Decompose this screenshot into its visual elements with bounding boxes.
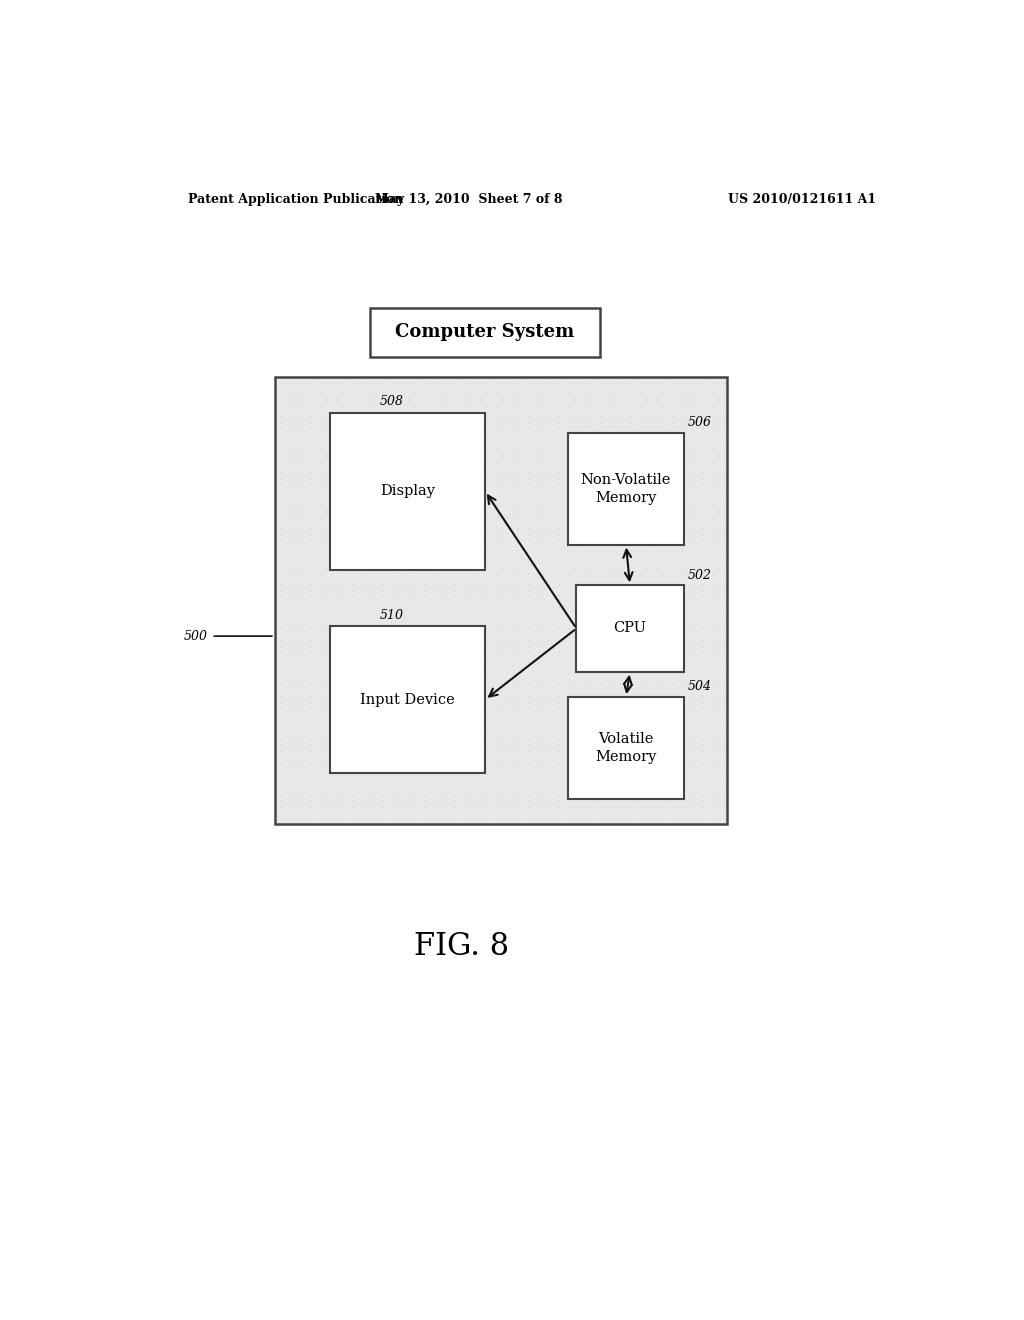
Text: Patent Application Publication: Patent Application Publication bbox=[187, 193, 403, 206]
Bar bbox=[370, 308, 600, 356]
Text: 500: 500 bbox=[183, 630, 207, 643]
Text: 502: 502 bbox=[687, 569, 712, 582]
Text: Computer System: Computer System bbox=[395, 323, 574, 341]
Text: US 2010/0121611 A1: US 2010/0121611 A1 bbox=[728, 193, 877, 206]
Bar bbox=[331, 413, 485, 570]
Text: May 13, 2010  Sheet 7 of 8: May 13, 2010 Sheet 7 of 8 bbox=[376, 193, 563, 206]
Text: CPU: CPU bbox=[613, 622, 646, 635]
Bar bbox=[274, 378, 727, 824]
Text: Volatile
Memory: Volatile Memory bbox=[595, 731, 656, 764]
Text: 504: 504 bbox=[687, 680, 712, 693]
Bar bbox=[577, 585, 684, 672]
Text: FIG. 8: FIG. 8 bbox=[414, 931, 509, 961]
Text: Non-Volatile
Memory: Non-Volatile Memory bbox=[581, 473, 671, 506]
Text: Display: Display bbox=[380, 484, 435, 498]
Bar bbox=[568, 697, 684, 799]
Text: Input Device: Input Device bbox=[360, 693, 455, 706]
Bar bbox=[331, 626, 485, 774]
Text: 510: 510 bbox=[380, 609, 403, 622]
Text: 508: 508 bbox=[380, 396, 403, 408]
Text: 506: 506 bbox=[687, 416, 712, 429]
Bar bbox=[568, 433, 684, 545]
